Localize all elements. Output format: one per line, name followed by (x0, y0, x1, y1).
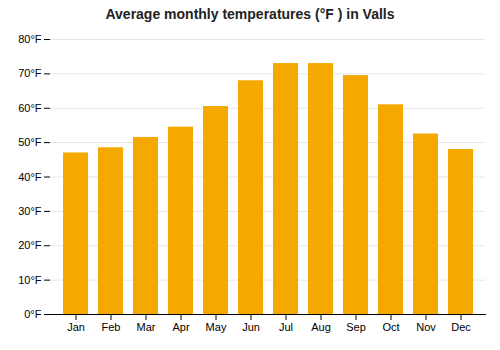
svg-text:60°F: 60°F (18, 102, 42, 114)
svg-text:Mar: Mar (137, 321, 156, 333)
svg-text:10°F: 10°F (18, 274, 42, 286)
svg-text:Jul: Jul (279, 321, 293, 333)
svg-text:Jun: Jun (242, 321, 260, 333)
svg-text:40°F: 40°F (18, 171, 42, 183)
svg-text:80°F: 80°F (18, 33, 42, 45)
svg-text:Apr: Apr (172, 321, 189, 333)
svg-text:30°F: 30°F (18, 205, 42, 217)
svg-text:Dec: Dec (451, 321, 471, 333)
svg-text:Nov: Nov (416, 321, 436, 333)
svg-text:Oct: Oct (382, 321, 399, 333)
svg-text:Jan: Jan (67, 321, 85, 333)
svg-text:20°F: 20°F (18, 239, 42, 251)
svg-text:0°F: 0°F (24, 308, 42, 320)
svg-text:Aug: Aug (311, 321, 331, 333)
svg-text:May: May (206, 321, 227, 333)
html-text:Average monthly temperatures (: Average monthly temperatures (°F ) in Va… (105, 6, 395, 22)
svg-text:Feb: Feb (102, 321, 121, 333)
svg-text:50°F: 50°F (18, 136, 42, 148)
svg-text:70°F: 70°F (18, 67, 42, 79)
svg-text:Sep: Sep (346, 321, 366, 333)
